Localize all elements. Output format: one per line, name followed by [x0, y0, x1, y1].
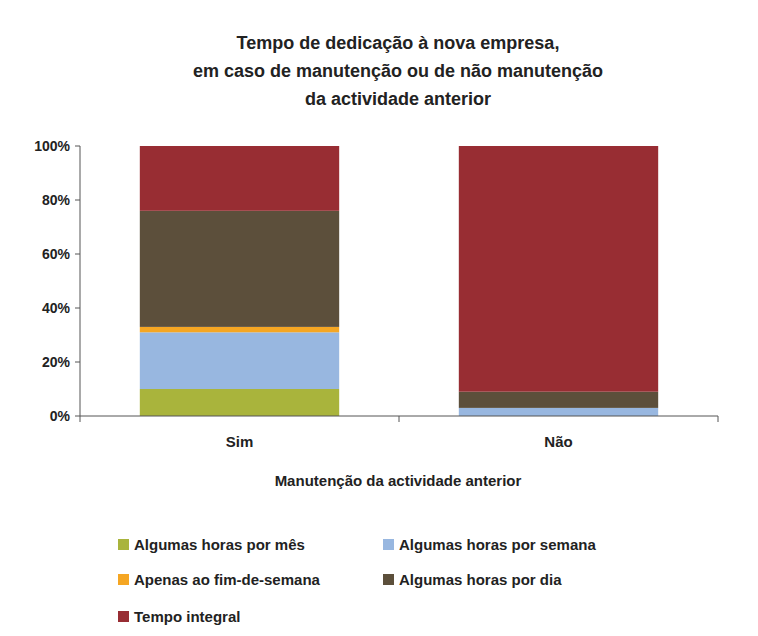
title-line: em caso de manutenção ou de não manutenç… — [193, 61, 603, 81]
bar-segment — [459, 146, 658, 392]
title: Tempo de dedicação à nova empresa, em cas… — [193, 33, 603, 109]
bar-segment — [140, 389, 339, 416]
y-axis — [80, 146, 81, 416]
y-tick — [75, 362, 80, 363]
y-tick-label: 100% — [34, 138, 70, 154]
y-tick — [75, 308, 80, 309]
y-tick — [75, 416, 80, 417]
x-tick — [399, 416, 400, 422]
bar-segment — [459, 408, 658, 416]
legend: Algumas horas por mês Algumas horas por s… — [118, 536, 596, 625]
y-tick-label: 80% — [42, 192, 71, 208]
bar-segment — [140, 332, 339, 389]
legend-swatch — [383, 574, 394, 585]
legend-swatch — [118, 539, 129, 550]
title-line: da actividade anterior — [305, 89, 491, 109]
x-tick-label: Sim — [226, 433, 254, 450]
y-tick — [75, 200, 80, 201]
y-tick-label: 60% — [42, 246, 71, 262]
legend-swatch — [118, 574, 129, 585]
legend-label: Tempo integral — [134, 608, 240, 625]
legend-label: Algumas horas por dia — [399, 571, 562, 588]
legend-swatch — [383, 539, 394, 550]
x-tick — [718, 416, 719, 422]
title-line: Tempo de dedicação à nova empresa, — [237, 33, 560, 53]
legend-label: Algumas horas por semana — [399, 536, 596, 553]
y-tick-label: 20% — [42, 354, 71, 370]
bar-segment — [459, 392, 658, 408]
bar-segment — [140, 327, 339, 332]
y-tick — [75, 254, 80, 255]
x-axis-label: Manutenção da actividade anterior — [275, 472, 522, 489]
legend-swatch — [118, 611, 129, 622]
legend-label: Algumas horas por mês — [134, 536, 305, 553]
chart: Tempo de dedicação à nova empresa, em cas… — [0, 0, 758, 636]
y-tick-label: 40% — [42, 300, 71, 316]
legend-label: Apenas ao fim-de-semana — [134, 571, 321, 588]
y-tick — [75, 146, 80, 147]
y-tick-label: 0% — [50, 408, 71, 424]
bar-segment — [140, 211, 339, 327]
bars — [140, 146, 658, 416]
bar-segment — [140, 146, 339, 211]
x-tick — [80, 416, 81, 422]
x-tick-label: Não — [544, 433, 572, 450]
